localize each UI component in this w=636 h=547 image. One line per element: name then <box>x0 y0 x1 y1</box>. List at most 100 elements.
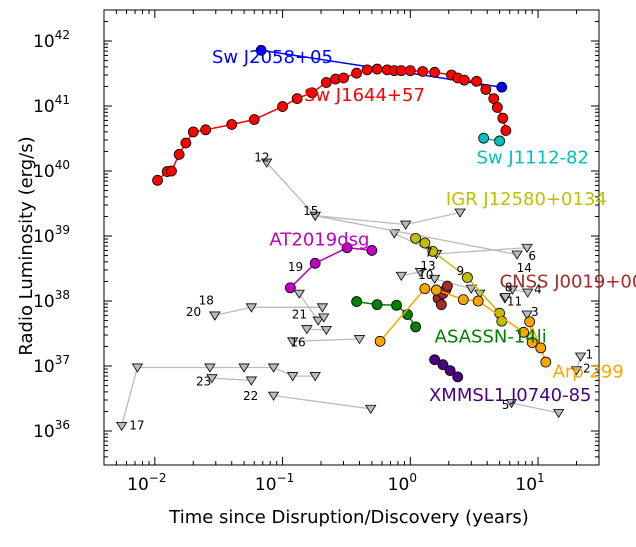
data-point-sw-j1644-57 <box>429 66 441 78</box>
upper-limit-marker <box>260 158 273 168</box>
upper-limit-marker <box>312 316 324 326</box>
data-point-sw-j1644-57 <box>491 102 503 113</box>
source-number-label: 13 <box>420 259 435 273</box>
source-number-label: 11 <box>507 294 522 308</box>
upper-limit-marker <box>574 352 587 362</box>
upper-limit-marker <box>428 274 441 285</box>
data-point-xmmsl1-j0740-85 <box>429 354 441 366</box>
x-axis-label: Time since Disruption/Discovery (years) <box>168 507 529 528</box>
upper-limit-marker <box>552 408 565 419</box>
source-number-label: 21 <box>292 307 307 321</box>
upper-limit-marker <box>267 363 280 373</box>
source-number-label: 23 <box>196 375 211 389</box>
source-number-label: 16 <box>290 335 305 349</box>
upper-limit-line <box>511 402 559 414</box>
source-number-label: 1 <box>585 348 593 362</box>
data-point-sw-j1644-57 <box>187 126 199 138</box>
y-tick-label: 1038 <box>33 288 70 312</box>
data-point-igr-j12580-0134 <box>462 272 473 283</box>
y-tick-label-base: 10 <box>33 292 55 312</box>
source-number-label: 14 <box>517 261 532 275</box>
y-tick-label-base: 10 <box>33 162 55 182</box>
x-tick-label-base: 10 <box>388 475 410 495</box>
data-point-xmmsl1-j0740-85 <box>444 365 456 377</box>
y-tick-label-exp: 36 <box>55 418 70 432</box>
y-tick-label: 1040 <box>33 158 70 182</box>
upper-limit-marker <box>301 325 313 335</box>
upper-limit-marker <box>395 271 408 281</box>
x-tick-label: 101 <box>515 471 544 495</box>
upper-limit-line <box>211 377 252 382</box>
series-label: XMMSL1 J0740-85 <box>429 385 592 406</box>
x-tick-label-exp: 1 <box>537 471 545 485</box>
data-point-cnss-j0019-00 <box>441 280 453 292</box>
data-point-at2019dsg <box>341 242 353 254</box>
plot-frame <box>103 9 600 466</box>
data-point-sw-j1644-57 <box>173 149 185 160</box>
y-tick-label-base: 10 <box>33 422 55 442</box>
data-point-sw-j1644-57 <box>471 75 482 87</box>
source-number-label: 20 <box>186 305 201 319</box>
y-axis-label: Radio Luminosity (erg/s) <box>16 136 37 355</box>
upper-limit-line <box>292 338 360 342</box>
series-label: Sw J1112-82 <box>477 148 589 169</box>
data-point-arp-299 <box>374 335 386 347</box>
source-number-label: 7 <box>425 246 433 260</box>
y-tick-label: 1037 <box>33 353 70 377</box>
upper-limit-marker <box>318 313 330 323</box>
upper-limit-marker <box>320 325 333 336</box>
data-point-sw-j1644-57 <box>480 84 492 95</box>
upper-limit-marker <box>365 404 377 415</box>
source-number-label: 5 <box>502 398 510 412</box>
data-point-sw-j1644-57 <box>277 101 288 112</box>
x-tick-label-base: 10 <box>255 475 277 495</box>
data-point-sw-j1644-57 <box>371 63 383 75</box>
x-tick-label-exp: −1 <box>277 471 295 485</box>
upper-limit-marker <box>521 288 534 298</box>
axis-frame: 10−2 10−1 100 10110361037103810391040104110… <box>33 9 600 495</box>
upper-limit-marker <box>316 303 329 313</box>
upper-limit-marker <box>506 285 519 295</box>
y-tick-label-exp: 41 <box>55 93 70 107</box>
upper-limit-marker <box>206 374 218 384</box>
series-label: Arp 299 <box>553 362 624 383</box>
data-point-sw-j1644-57 <box>361 64 373 76</box>
source-number-label: 10 <box>418 268 433 282</box>
upper-limit-line <box>434 278 472 290</box>
y-tick-label-base: 10 <box>33 357 55 377</box>
y-tick-label-exp: 38 <box>55 288 70 302</box>
y-tick-label-exp: 42 <box>55 28 70 42</box>
data-point-sw-j1112-82 <box>478 132 490 144</box>
y-tick-label-exp: 39 <box>55 223 70 237</box>
data-point-sw-j1644-57 <box>417 66 429 77</box>
source-number-label: 2 <box>583 361 591 375</box>
series-label: ASASSN-14li <box>435 327 547 348</box>
x-tick-label: 10−2 <box>127 471 166 495</box>
upper-limit-marker <box>238 363 250 373</box>
x-tick-label-exp: −2 <box>149 471 167 485</box>
data-point-asassn-14li <box>351 296 363 307</box>
series-label: Sw J1644+57 <box>304 85 425 106</box>
data-point-sw-j1644-57 <box>291 93 303 105</box>
data-point-xmmsl1-j0740-85 <box>437 359 449 371</box>
y-tick-label: 1039 <box>33 223 70 247</box>
source-number-label: 18 <box>199 294 214 308</box>
data-point-asassn-14li <box>410 321 422 333</box>
data-point-arp-299 <box>430 284 442 296</box>
data-point-sw-j1644-57 <box>152 174 163 186</box>
series-label: IGR J12580+0134 <box>446 189 607 210</box>
data-point-sw-j1644-57 <box>458 74 470 86</box>
data-point-sw-j1644-57 <box>500 125 512 136</box>
source-number-label: 9 <box>457 264 465 278</box>
data-point-xmmsl1-j0740-85 <box>452 371 464 383</box>
source-number-label: 4 <box>534 283 542 297</box>
data-point-sw-j1644-57 <box>248 114 260 125</box>
upper-limit-marker <box>293 289 305 299</box>
data-point-cnss-j0019-00 <box>435 299 447 311</box>
data-point-sw-j2058-05 <box>255 44 267 56</box>
y-tick-label-base: 10 <box>33 97 55 117</box>
upper-limit-marker <box>521 310 533 320</box>
upper-limit-marker <box>353 335 366 345</box>
y-tick-label-exp: 40 <box>55 158 70 172</box>
upper-limit-line <box>273 394 371 410</box>
